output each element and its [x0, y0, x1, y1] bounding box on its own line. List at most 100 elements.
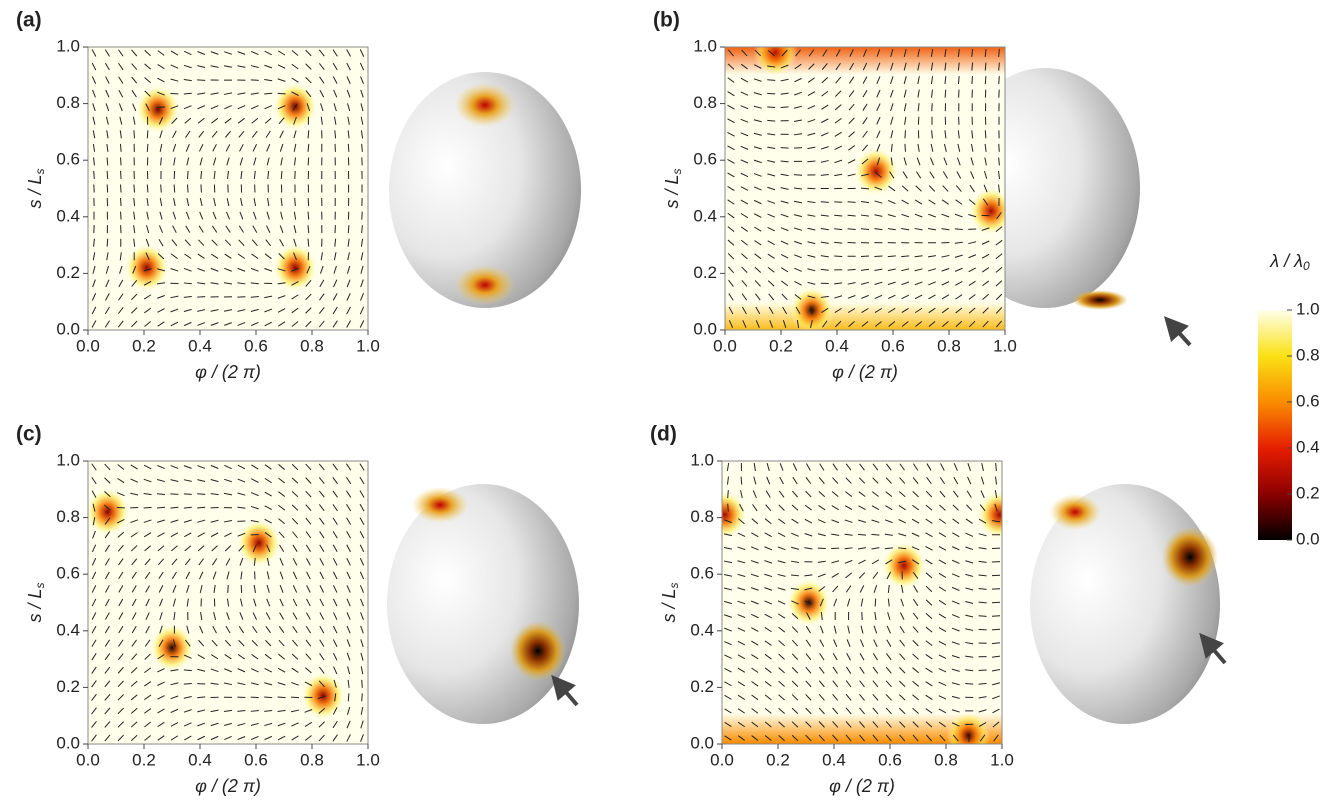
sphere-spot: [412, 487, 468, 523]
y-axis-label-sub: s: [667, 582, 681, 588]
y-tick-label: 1.0: [56, 450, 80, 469]
director: [932, 103, 933, 111]
director: [767, 107, 775, 108]
director: [767, 93, 775, 94]
x-tick-label: 0.6: [881, 336, 905, 355]
arrow: [559, 684, 577, 705]
sphere-spot: [455, 83, 515, 127]
director: [362, 680, 363, 688]
director: [918, 117, 919, 125]
defect: [125, 244, 169, 292]
y-axis-label-sub: s: [33, 168, 47, 174]
director: [281, 171, 282, 179]
director: [861, 188, 869, 189]
y-tick-label: 0.4: [56, 620, 80, 639]
director: [94, 171, 95, 179]
y-tick-label: 0.6: [693, 150, 717, 169]
y-axis-label-main: s / L: [25, 174, 45, 208]
colorbar-title: λ / λ0: [1269, 251, 1310, 273]
director: [291, 697, 299, 698]
y-tick-label: 0.6: [690, 564, 714, 583]
x-tick-label: 0.0: [713, 336, 737, 355]
x-tick-label: 0.4: [825, 336, 849, 355]
director: [107, 171, 108, 179]
director: [278, 93, 286, 94]
colorbar-tick-label: 0.6: [1296, 391, 1320, 410]
director: [121, 198, 122, 206]
y-tick-label: 0.4: [56, 206, 80, 225]
director: [121, 157, 122, 165]
y-axis-label: s / Ls: [25, 582, 47, 622]
x-tick-label: 0.4: [822, 750, 846, 769]
x-axis-label: φ / (2 π): [195, 776, 261, 796]
director: [134, 185, 135, 193]
x-tick-label: 0.6: [244, 750, 268, 769]
x-tick-label: 1.0: [993, 336, 1017, 355]
y-axis-label-sub: s: [670, 168, 684, 174]
y-tick-label: 0.0: [56, 733, 80, 752]
colorbar-title-sub: 0: [1303, 259, 1310, 273]
director: [985, 76, 986, 84]
arrow: [1172, 325, 1190, 345]
director: [121, 212, 122, 220]
director: [184, 494, 192, 495]
director: [999, 144, 1000, 152]
director: [348, 693, 349, 701]
panel-label: (c): [16, 423, 42, 446]
director: [147, 144, 148, 152]
x-tick-label: 0.8: [300, 336, 324, 355]
y-tick-label: 0.8: [690, 507, 714, 526]
director: [992, 629, 1000, 630]
x-tick-label: 1.0: [356, 750, 380, 769]
y-tick-label: 0.6: [56, 564, 80, 583]
x-tick-label: 1.0: [990, 750, 1014, 769]
director: [858, 534, 866, 535]
y-axis-label-main: s / L: [25, 588, 45, 622]
defect: [301, 672, 345, 720]
director: [348, 144, 349, 152]
director: [794, 148, 802, 149]
director: [728, 490, 729, 498]
director: [874, 256, 882, 257]
director: [807, 188, 815, 189]
director: [121, 185, 122, 193]
y-axis-label-main: s / L: [659, 588, 679, 622]
director: [985, 63, 986, 71]
colorbar-tick-label: 0.8: [1296, 345, 1320, 364]
x-tick-label: 0.2: [132, 750, 156, 769]
director: [905, 130, 906, 138]
defect: [753, 29, 797, 77]
colorbar-tick-label: 1.0: [1296, 299, 1320, 318]
director: [251, 80, 259, 81]
director: [144, 507, 152, 508]
director: [958, 76, 959, 84]
director: [821, 202, 829, 203]
director: [174, 185, 175, 193]
director: [251, 697, 259, 698]
x-axis-label: φ / (2 π): [829, 776, 895, 796]
x-axis-label: φ / (2 π): [195, 362, 261, 382]
director: [979, 616, 987, 617]
director: [278, 697, 286, 698]
y-axis-label-sub: s: [33, 582, 47, 588]
x-tick-label: 0.4: [188, 336, 212, 355]
y-tick-label: 1.0: [56, 36, 80, 55]
x-tick-label: 0.8: [300, 750, 324, 769]
x-tick-label: 1.0: [356, 336, 380, 355]
director: [147, 130, 148, 138]
y-tick-label: 0.2: [56, 677, 80, 696]
director: [905, 144, 906, 152]
colorbar-tick-label: 0.2: [1296, 483, 1320, 502]
director: [348, 225, 349, 233]
x-tick-label: 0.4: [188, 750, 212, 769]
director: [147, 185, 148, 193]
director: [107, 239, 108, 247]
x-tick-label: 0.2: [766, 750, 790, 769]
director: [264, 697, 272, 698]
x-tick-label: 0.6: [878, 750, 902, 769]
director: [362, 693, 363, 701]
y-tick-label: 0.8: [56, 93, 80, 112]
director: [999, 63, 1000, 71]
director: [741, 477, 742, 485]
y-axis-label: s / Ls: [659, 582, 681, 622]
